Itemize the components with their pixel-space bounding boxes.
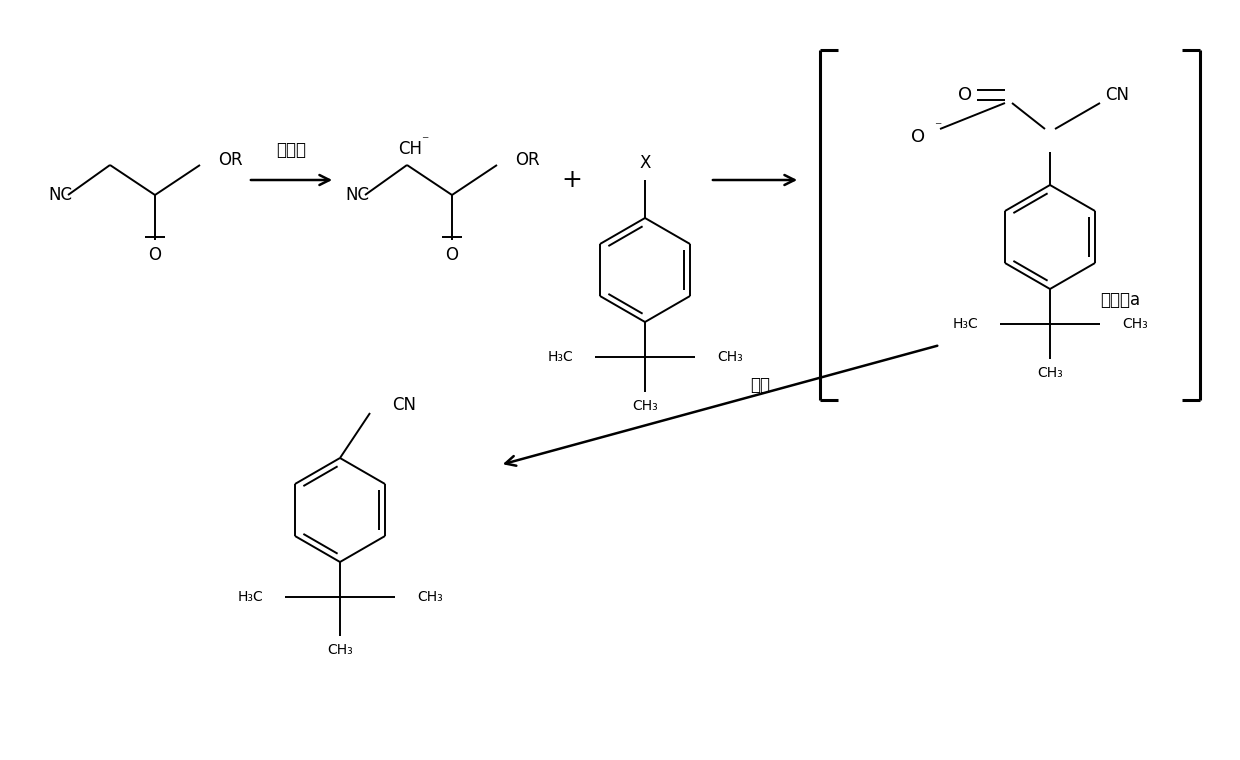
Text: CH: CH bbox=[398, 140, 422, 158]
Text: NC: NC bbox=[345, 186, 370, 204]
Text: H₃C: H₃C bbox=[547, 350, 573, 364]
Text: CN: CN bbox=[1105, 86, 1128, 104]
Text: 有机碱: 有机碱 bbox=[277, 141, 306, 159]
Text: 脱羧: 脱羧 bbox=[750, 376, 770, 394]
Text: X: X bbox=[640, 154, 651, 172]
Text: OR: OR bbox=[218, 151, 243, 169]
Text: H₃C: H₃C bbox=[952, 317, 978, 331]
Text: O: O bbox=[445, 246, 459, 264]
Text: ⁻: ⁻ bbox=[934, 120, 941, 134]
Text: O: O bbox=[959, 86, 972, 104]
Text: OR: OR bbox=[515, 151, 539, 169]
Text: ⁻: ⁻ bbox=[422, 134, 429, 148]
Text: CH₃: CH₃ bbox=[417, 590, 443, 604]
Text: O: O bbox=[911, 128, 925, 146]
Text: CH₃: CH₃ bbox=[717, 350, 743, 364]
Text: CH₃: CH₃ bbox=[1122, 317, 1148, 331]
Text: 过渡态a: 过渡态a bbox=[1100, 291, 1140, 309]
Text: H₃C: H₃C bbox=[237, 590, 263, 604]
Text: O: O bbox=[149, 246, 161, 264]
Text: CH₃: CH₃ bbox=[327, 642, 353, 657]
Text: CN: CN bbox=[392, 396, 415, 414]
Text: CH₃: CH₃ bbox=[632, 399, 658, 413]
Text: NC: NC bbox=[48, 186, 72, 204]
Text: +: + bbox=[562, 168, 583, 192]
Text: CH₃: CH₃ bbox=[1037, 366, 1063, 380]
